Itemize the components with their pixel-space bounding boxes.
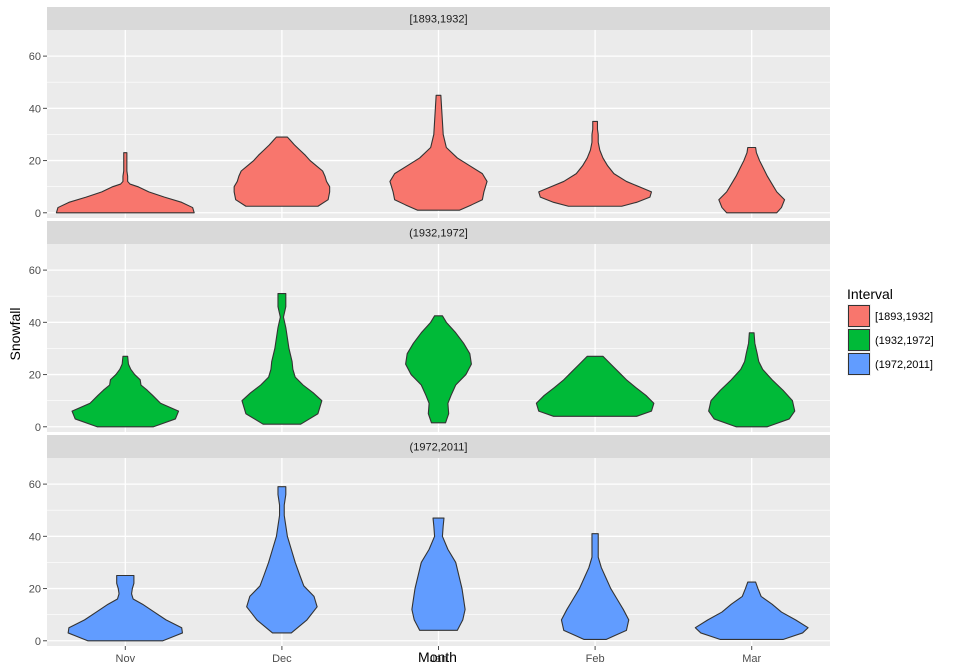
legend-label: [1893,1932]	[875, 311, 933, 323]
x-tick-label: Mar	[742, 653, 761, 665]
violin-mar	[718, 146, 786, 214]
x-tick-label: Feb	[586, 653, 605, 665]
violin-jan	[389, 94, 488, 211]
violin-feb	[535, 355, 655, 417]
y-tick-label: 60	[29, 265, 41, 277]
y-tick-label: 40	[29, 531, 41, 543]
facet-strip	[47, 7, 830, 30]
facet-panel: (1932,1972] 0 20 40 60	[29, 221, 830, 434]
facet-strip	[47, 221, 830, 244]
y-tick-label: 20	[29, 370, 41, 382]
legend-title: Interval	[847, 286, 893, 302]
violin-dec	[233, 136, 331, 207]
facet-panel: (1972,2011] 0 20 40 60	[29, 435, 830, 648]
facet-panel: [1893,1932] 0 20 40 60	[29, 7, 830, 220]
legend-label: (1972,2011]	[875, 359, 933, 371]
violin-mar	[708, 332, 796, 428]
facet-strip-label: [1893,1932]	[409, 14, 467, 26]
violin-nov	[67, 574, 184, 642]
y-tick-label: 0	[35, 422, 41, 434]
y-tick-label: 60	[29, 479, 41, 491]
x-axis-title: Month	[418, 649, 457, 665]
violin-feb	[538, 120, 653, 207]
y-axis-title: Snowfall	[7, 308, 23, 361]
x-axis: Nov Dec Jan Feb Mar	[116, 646, 762, 665]
violin-jan	[411, 517, 466, 631]
x-tick-label: Jan	[430, 653, 448, 665]
panels: [1893,1932]0204060(1932,1972]0204060(197…	[29, 7, 830, 648]
y-tick-label: 0	[35, 636, 41, 648]
violin-dec	[246, 486, 318, 634]
violin-dec	[241, 293, 323, 425]
x-tick-label: Dec	[272, 653, 292, 665]
y-tick-label: 60	[29, 51, 41, 63]
y-tick-label: 20	[29, 156, 41, 168]
facet-strip-label: (1932,1972]	[409, 228, 468, 240]
violin-jan	[405, 315, 472, 424]
violin-nov	[71, 355, 180, 428]
y-tick-label: 20	[29, 584, 41, 596]
violin-feb	[560, 533, 630, 641]
legend: Interval [1893,1932] (1932,1972] (1972,201…	[847, 286, 934, 376]
legend-key	[848, 305, 870, 327]
violin-mar	[694, 581, 809, 641]
legend-label: (1932,1972]	[875, 335, 934, 347]
y-tick-label: 0	[35, 208, 41, 220]
y-tick-label: 40	[29, 103, 41, 115]
legend-key	[848, 353, 870, 375]
violin-nov	[55, 152, 195, 214]
x-tick-label: Nov	[116, 653, 136, 665]
y-tick-label: 40	[29, 317, 41, 329]
legend-key	[848, 329, 870, 351]
facet-strip	[47, 435, 830, 458]
facet-strip-label: (1972,2011]	[410, 442, 468, 454]
